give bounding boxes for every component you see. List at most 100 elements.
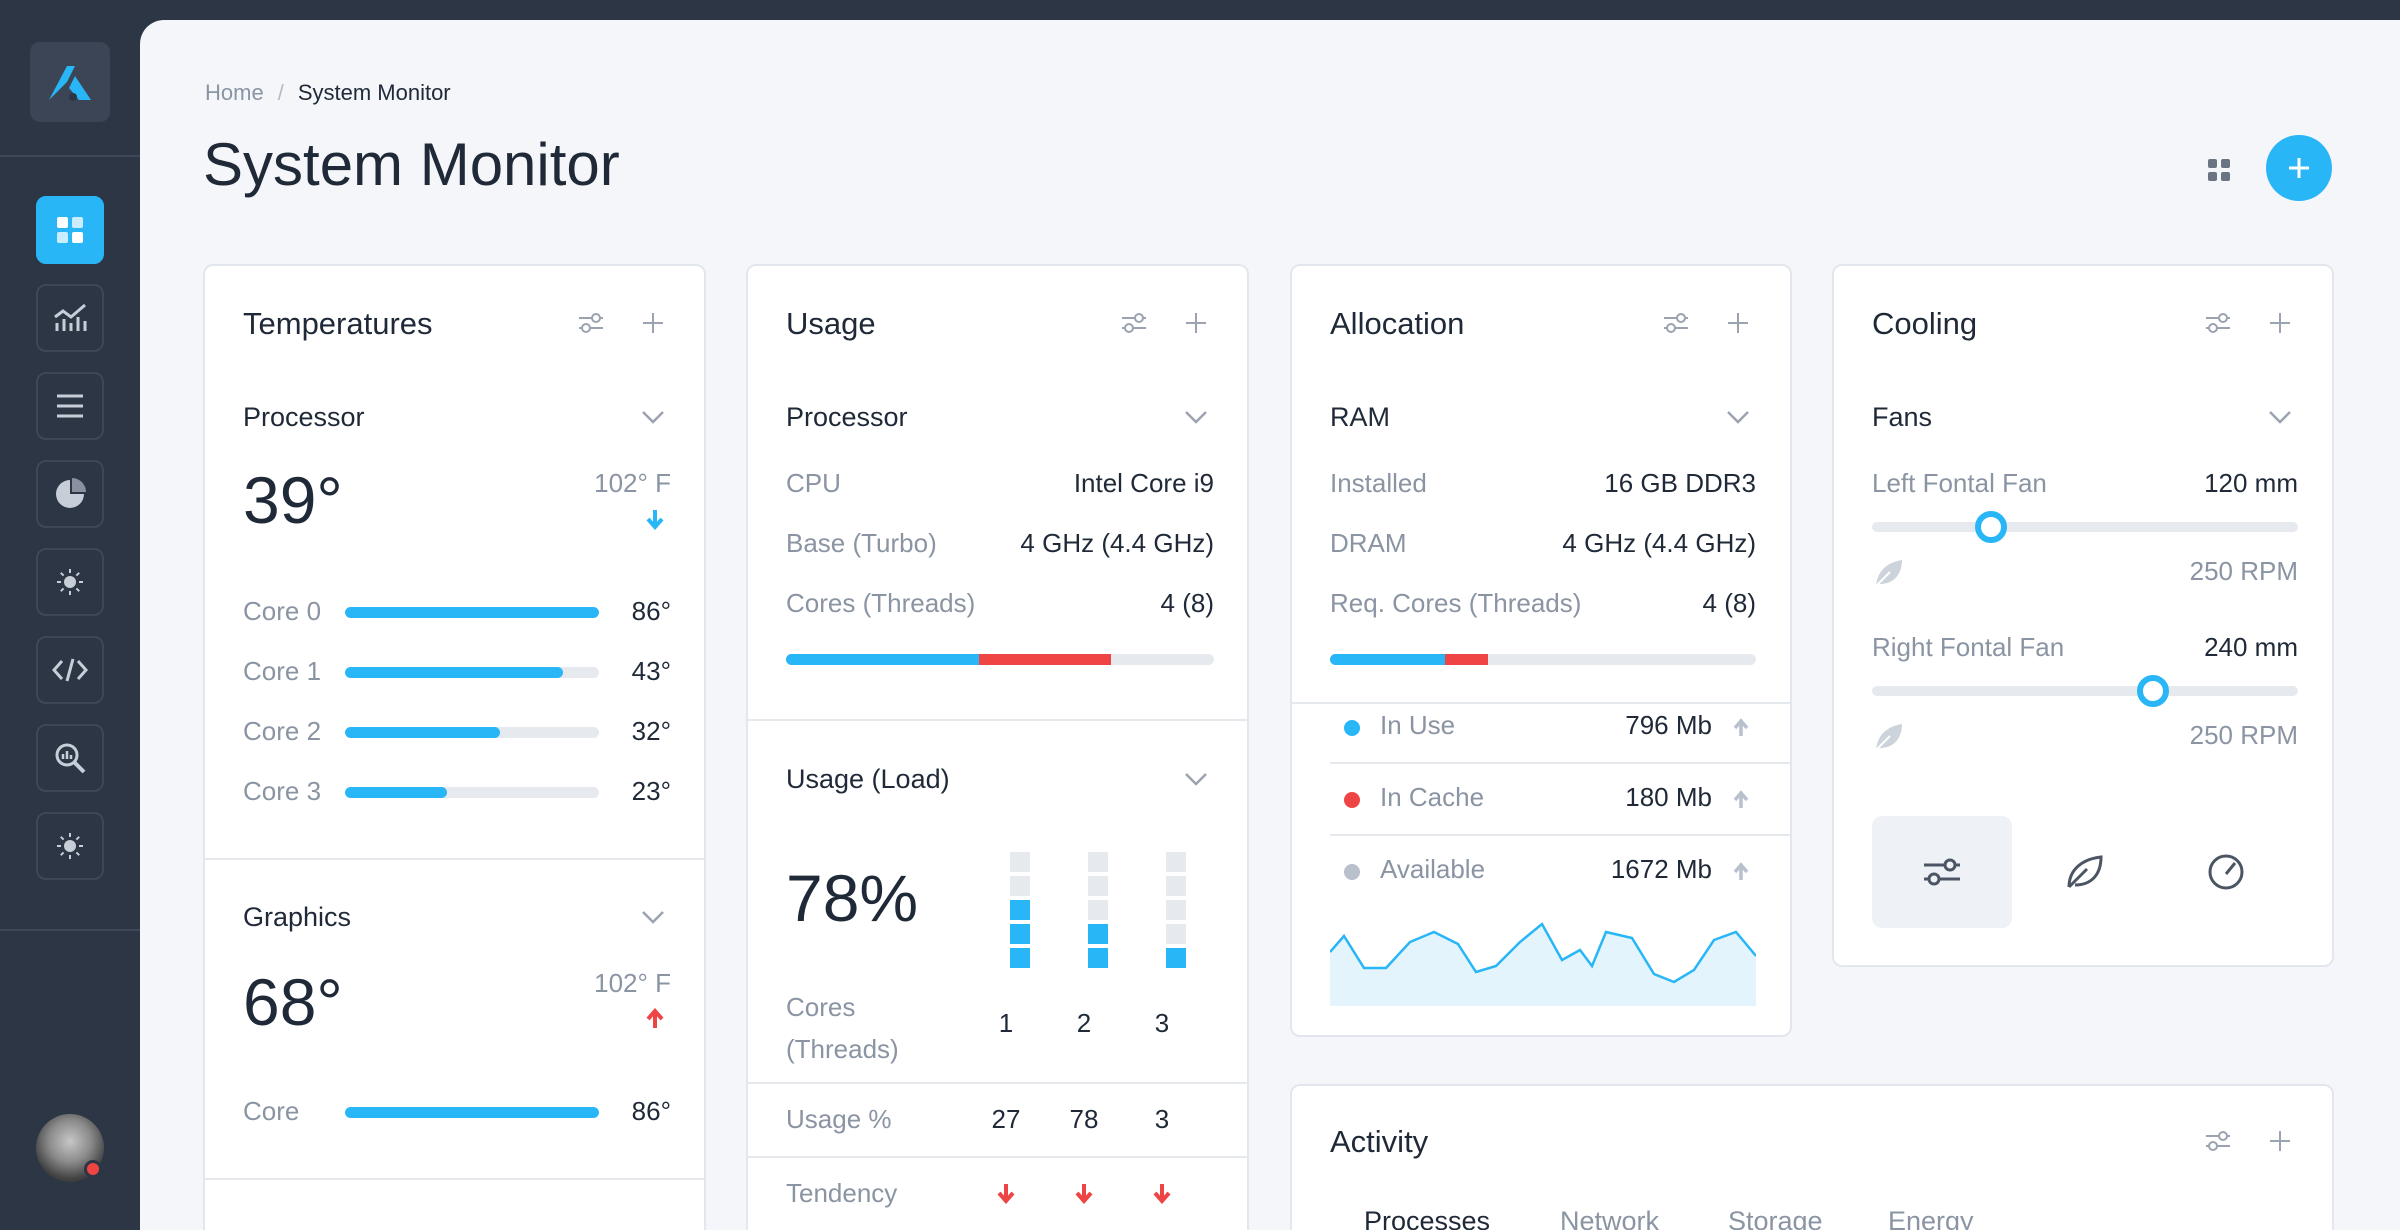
chart-line-icon [54,303,87,331]
plus-icon[interactable] [2268,1129,2292,1153]
mode-custom-button[interactable] [1872,816,2012,928]
core-bar-fill [345,607,599,618]
core-value: 86° [631,596,671,626]
fan-slider-thumb[interactable] [2137,675,2170,707]
section-ram: RAM [1330,402,1390,432]
sun-icon [57,569,83,595]
core-label: Core [243,1096,300,1126]
settings-sliders-icon[interactable] [577,312,605,334]
leaf-icon [1875,560,1902,587]
spec-value: 4 (8) [1160,588,1214,618]
chevron-down-icon[interactable] [2268,410,2292,424]
nav-brightness[interactable] [36,548,104,616]
settings-sliders-icon[interactable] [2204,312,2232,334]
core-value: 86° [631,1096,671,1126]
nav-analytics[interactable] [36,284,104,352]
status-dot [84,1160,102,1178]
processor-max-temp: 102° F [594,468,671,498]
legend-label: In Use [1380,710,1456,740]
arrow-up-icon [1733,718,1749,736]
load-segment [1166,852,1186,872]
spec-label: DRAM [1330,528,1407,558]
chevron-down-icon[interactable] [1726,410,1750,424]
settings-sliders-icon[interactable] [2204,1130,2232,1152]
nav-list[interactable] [36,372,104,440]
section-fans: Fans [1872,402,1933,432]
sidebar-divider [0,929,140,931]
load-percent: 78% [786,861,919,935]
grid-view-button[interactable] [2204,155,2234,190]
settings-sliders-icon[interactable] [1120,312,1148,334]
temperatures-card: Temperatures Processor 39° 102° F Core 0… [203,264,706,1230]
tab-energy[interactable]: Energy [1888,1206,1974,1230]
load-segment [1166,900,1186,920]
load-segment [1010,876,1030,896]
leaf-icon [1875,724,1902,751]
fan-slider-track[interactable] [1872,686,2298,696]
ram-bar-in-use [1330,654,1446,665]
core-usage: 27 [991,1104,1021,1134]
arrow-up-icon [1733,790,1749,808]
breadcrumb: Home / System Monitor [205,80,451,105]
legend-value: 796 Mb [1625,710,1712,740]
arrow-down-icon [1075,1184,1093,1204]
plus-icon[interactable] [1726,311,1750,335]
tab-storage[interactable]: Storage [1728,1206,1823,1230]
chevron-down-icon[interactable] [1184,772,1208,786]
chevron-down-icon[interactable] [1184,410,1208,424]
load-segment [1088,948,1108,968]
arrow-down-icon [1153,1184,1171,1204]
nav-code[interactable] [36,636,104,704]
tab-network[interactable]: Network [1560,1206,1660,1230]
plus-icon[interactable] [641,311,665,335]
divider [1330,762,1790,764]
usage-bar [786,654,1214,665]
breadcrumb-home[interactable]: Home [205,80,264,105]
spec-value: 4 GHz (4.4 GHz) [1562,528,1756,558]
settings-sliders-icon[interactable] [1662,312,1690,334]
divider [748,719,1247,721]
nav-search[interactable] [36,724,104,792]
chevron-down-icon[interactable] [641,910,665,924]
app-logo[interactable] [30,42,110,122]
spec-label: Req. Cores (Threads) [1330,588,1582,618]
nav-settings[interactable] [36,812,104,880]
activity-card: Activity Processes Network Storage Energ… [1290,1084,2334,1230]
settings-sliders-icon [1924,858,1960,886]
core-bar-fill [345,787,447,798]
sidebar-divider [0,155,140,157]
fan-size: 240 mm [2204,632,2298,662]
load-segment [1010,852,1030,872]
plus-icon[interactable] [2268,311,2292,335]
core-value: 23° [631,776,671,806]
memory-sparkline [1330,922,1756,1006]
core-bar [345,727,599,738]
core-label: Core 1 [243,656,322,686]
card-title: Activity [1330,1124,1429,1159]
spec-value: Intel Core i9 [1073,468,1214,498]
divider [1292,702,1790,704]
mode-eco-button[interactable] [2014,816,2154,928]
mode-performance-button[interactable] [2156,816,2296,928]
breadcrumb-current: System Monitor [297,80,451,105]
load-segment [1088,900,1108,920]
chevron-down-icon[interactable] [641,410,665,424]
sidebar [0,0,140,1230]
fan-slider-track[interactable] [1872,522,2298,532]
fan-slider-thumb[interactable] [1975,511,2008,543]
nav-reports[interactable] [36,460,104,528]
card-title: Cooling [1872,306,1978,341]
card-title: Usage [786,306,876,341]
spec-label: Installed [1330,468,1427,498]
tab-processes[interactable]: Processes [1364,1206,1491,1230]
plus-icon[interactable] [1184,311,1208,335]
pie-chart-icon [56,478,86,508]
load-segment [1010,948,1030,968]
usage-percent-label: Usage % [786,1104,892,1134]
spec-value: 4 (8) [1702,588,1756,618]
spec-label: Base (Turbo) [786,528,937,558]
add-widget-button[interactable] [2266,135,2332,201]
core-bar-fill [345,1107,599,1118]
nav-dashboard[interactable] [36,196,104,264]
core-bar [345,607,599,618]
